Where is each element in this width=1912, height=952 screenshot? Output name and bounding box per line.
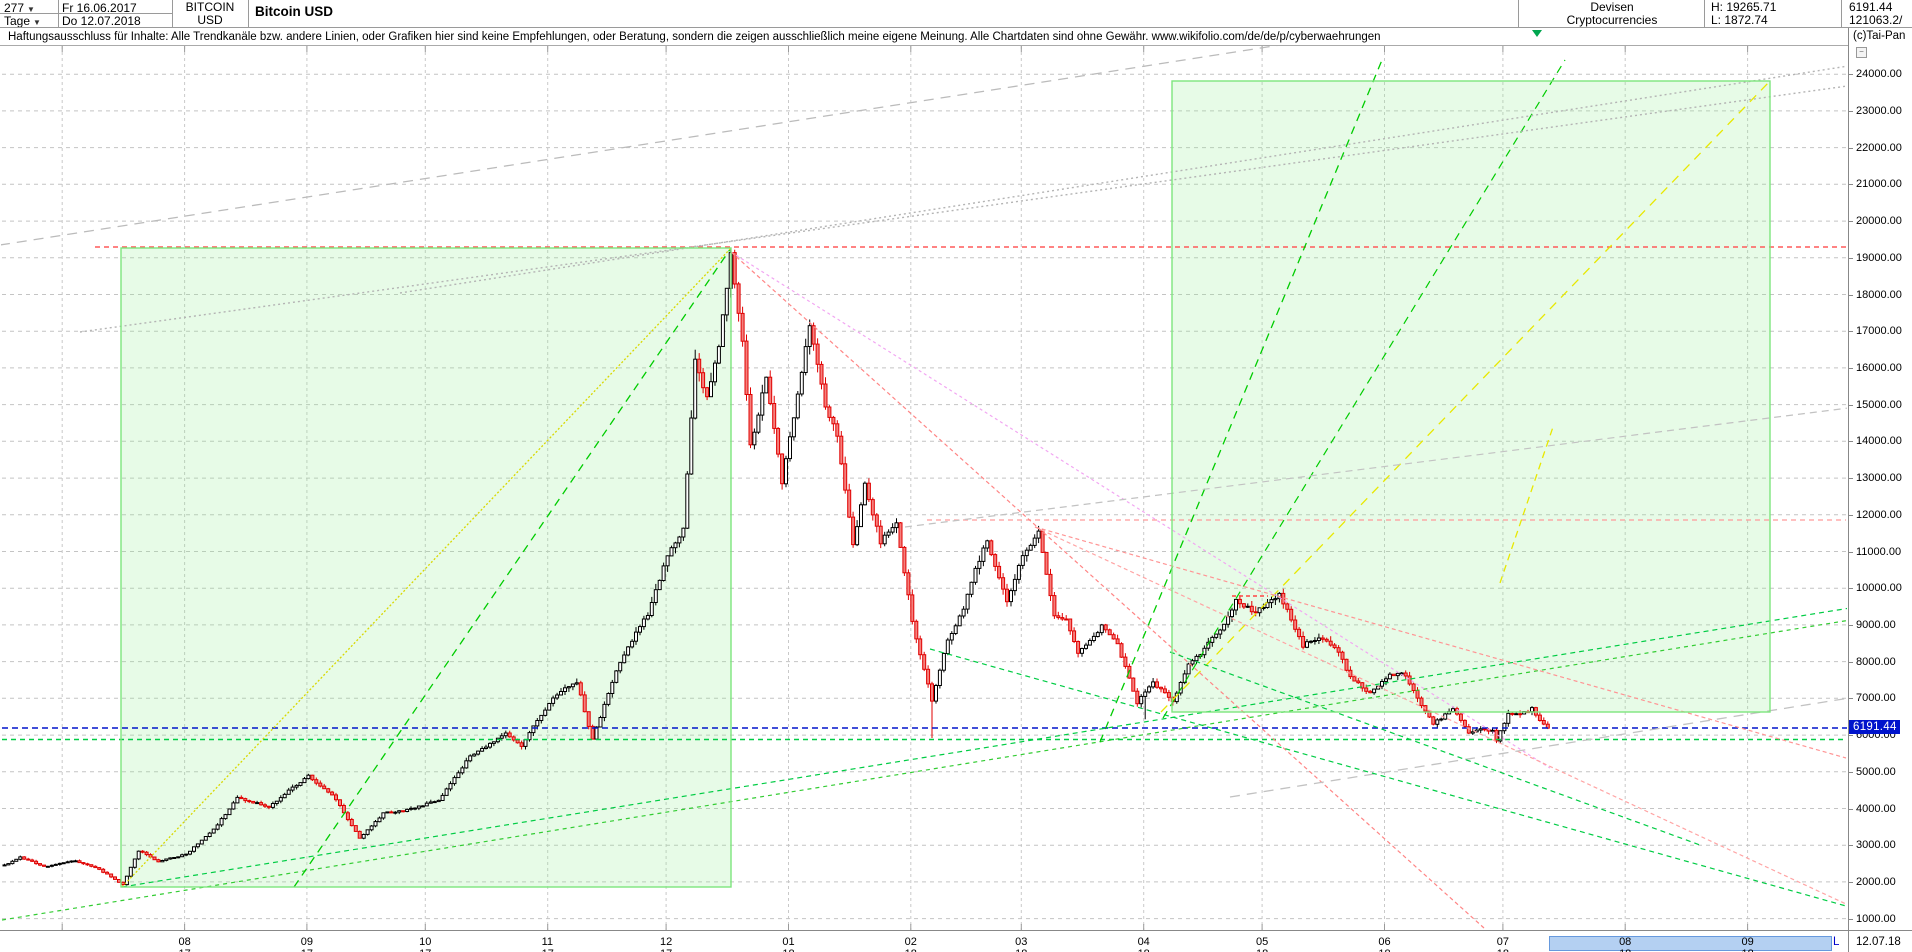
chart-title: Bitcoin USD: [255, 4, 334, 19]
gray-dotted-through-peak: [79, 85, 1847, 333]
x-axis-label: 12 17: [659, 936, 673, 952]
y-axis-label: 22000.00: [1856, 141, 1902, 154]
chevron-down-icon: ▼: [33, 18, 41, 27]
timeframe-dropdown[interactable]: Tage ▼: [4, 14, 41, 28]
divider: [0, 13, 172, 14]
x-axis-label: 03 18: [1015, 936, 1028, 952]
axis-collapse-icon[interactable]: −: [1856, 47, 1867, 58]
last-price-value: 6191.44: [1849, 1, 1893, 14]
divider: [172, 0, 173, 27]
divider: [0, 27, 1912, 28]
y-axis-label: 23000.00: [1856, 104, 1902, 117]
last-price-tag: 6191.44: [1849, 720, 1900, 734]
last-price-cell: 6191.44 121063.2/: [1843, 1, 1912, 27]
x-axis-label: 09 17: [300, 936, 314, 952]
trend-box-apr18-sep18: [1171, 80, 1771, 713]
last-marker: L: [1833, 936, 1840, 948]
y-axis-label: 19000.00: [1856, 251, 1902, 264]
y-axis-label: 24000.00: [1856, 68, 1902, 81]
yellow-april-channel: [1160, 80, 1771, 713]
date-to[interactable]: Do 12.07.2018: [62, 14, 141, 28]
price-chart-canvas[interactable]: [0, 0, 1848, 952]
steep-green-april-2: [1162, 59, 1566, 719]
y-axis-label: 1000.00: [1856, 912, 1896, 925]
x-axis-label: 08 18: [1619, 936, 1632, 952]
steep-green-april: [1099, 59, 1383, 743]
x-axis-label: 04 18: [1137, 936, 1150, 952]
x-axis-border: [0, 930, 1912, 931]
x-axis-label: 08 17: [178, 936, 191, 952]
divider: [1518, 0, 1519, 27]
period-high: H: 19265.71: [1711, 1, 1777, 14]
period-low: L: 1872.74: [1711, 13, 1768, 27]
y-axis-label: 15000.00: [1856, 398, 1902, 411]
x-axis-label: 05 18: [1255, 936, 1269, 952]
chevron-down-icon: ▼: [27, 5, 35, 14]
bars-count-dropdown[interactable]: 277 ▼: [4, 1, 35, 15]
divider: [0, 45, 1848, 46]
trend-lines: [1, 46, 1847, 929]
support-long-1: [1, 619, 1847, 921]
green-falling-2: [1169, 651, 1701, 846]
gray-dash-bottomright: [1229, 697, 1847, 798]
future-period-highlight: [1549, 936, 1832, 951]
y-axis-label: 14000.00: [1856, 435, 1902, 448]
green-falling-1: [929, 648, 1847, 907]
y-axis-label: 13000.00: [1856, 472, 1902, 485]
high-low-cell: H: 19265.71 L: 1872.74: [1706, 1, 1845, 27]
y-axis-label: 8000.00: [1856, 655, 1896, 668]
x-axis-label: 01 18: [782, 936, 795, 952]
yellow-june-segment: [1499, 426, 1554, 584]
last-bar-marker-icon: [1532, 30, 1542, 37]
candles: [2, 248, 1550, 887]
y-axis-label: 20000.00: [1856, 215, 1902, 228]
volume-value: 121063.2/: [1849, 13, 1903, 27]
copyright-label: (c)Tai-Pan: [1853, 30, 1906, 42]
divider: [248, 0, 249, 27]
yellow-low-to-peak: [121, 247, 732, 888]
divider: [1841, 0, 1842, 27]
y-axis-label: 9000.00: [1856, 618, 1896, 631]
x-axis-label: 07 18: [1496, 936, 1510, 952]
y-axis-label: 2000.00: [1856, 875, 1896, 888]
divider: [1704, 0, 1705, 27]
trend-box-fills: [121, 81, 1770, 887]
gray-dotted-upper: [399, 65, 1847, 294]
x-axis-label: 11 17: [541, 936, 554, 952]
red-fan-shallow: [1034, 526, 1847, 759]
y-axis-label: 11000.00: [1856, 545, 1902, 558]
category-cell: Devisen Cryptocurrencies: [1566, 1, 1658, 27]
y-axis-label: 10000.00: [1856, 582, 1902, 595]
x-axis-label: 10 17: [419, 936, 432, 952]
x-axis-label: 02 18: [904, 936, 917, 952]
disclaimer-text: Haftungsausschluss für Inhalte: Alle Tre…: [8, 31, 1381, 43]
y-axis-label: 5000.00: [1856, 765, 1896, 778]
y-axis-label: 21000.00: [1856, 178, 1902, 191]
trend-box-jul17-dec17: [120, 247, 732, 888]
y-axis-label: 4000.00: [1856, 802, 1896, 815]
trend-low-to-peak-green: [293, 247, 732, 888]
gray-dash-topleft: [1, 46, 1278, 246]
y-axis-label: 12000.00: [1856, 508, 1902, 521]
red-fan-steep: [730, 251, 1485, 929]
plot-area: [1, 46, 1847, 930]
gray-dash-mid: [904, 407, 1847, 528]
red-fan-mid: [1034, 526, 1847, 906]
y-axis-label: 16000.00: [1856, 361, 1902, 374]
y-axis-label: 18000.00: [1856, 288, 1902, 301]
y-axis-border: [1848, 28, 1849, 952]
y-axis-label: 3000.00: [1856, 839, 1896, 852]
last-date: 12.07.18: [1856, 936, 1901, 948]
date-from[interactable]: Fr 16.06.2017: [62, 1, 137, 15]
y-axis-label: 17000.00: [1856, 325, 1902, 338]
trend-box-borders: [120, 80, 1771, 888]
x-axis-label: 06 18: [1378, 936, 1391, 952]
x-axis-label: 09 18: [1741, 936, 1754, 952]
y-axis-label: 7000.00: [1856, 692, 1896, 705]
symbol-cell[interactable]: BITCOIN USD: [185, 1, 235, 27]
magenta-fan-from-peak: [730, 251, 1551, 769]
